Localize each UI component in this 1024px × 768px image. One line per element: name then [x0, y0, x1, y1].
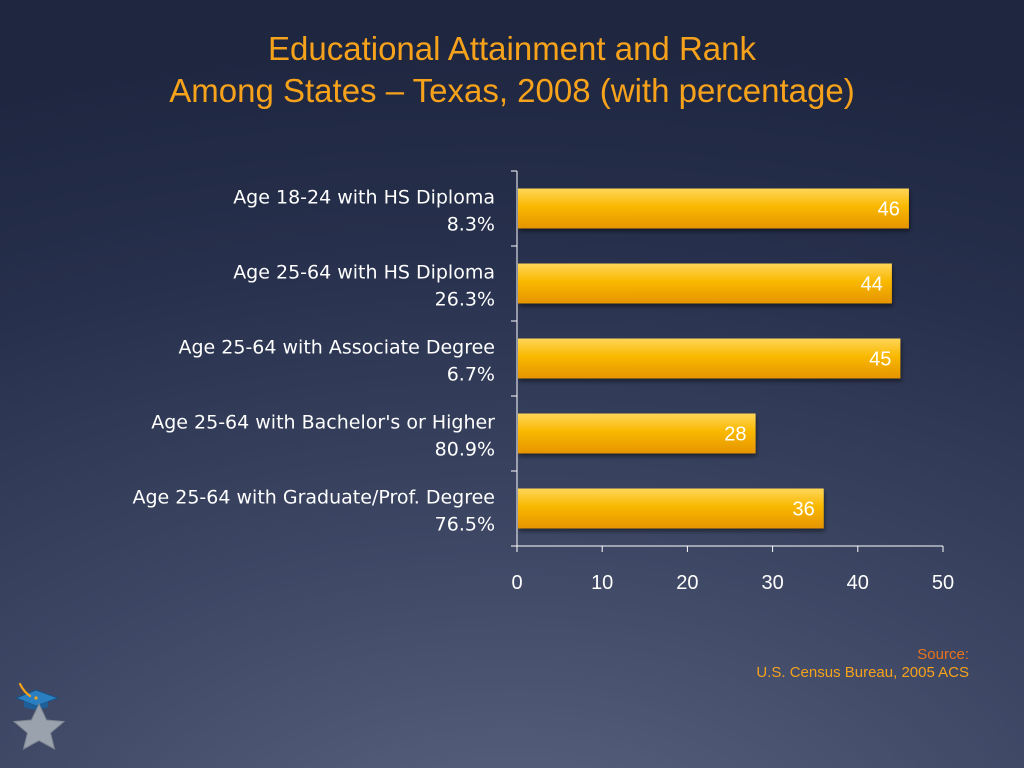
data-label-1: 46 — [878, 199, 900, 221]
chart-title-line-2: Among States – Texas, 2008 (with percent… — [169, 72, 855, 109]
category-label-3: Age 25-64 with Associate Degree — [178, 337, 495, 359]
bar-highlight-5 — [518, 489, 823, 493]
bar-highlight-4 — [518, 414, 755, 418]
bar-5 — [518, 488, 824, 529]
data-label-3: 45 — [869, 349, 891, 371]
category-sublabel-4: 80.9% — [435, 439, 495, 461]
source-text: U.S. Census Bureau, 2005 ACS — [756, 664, 969, 681]
logo — [12, 682, 66, 750]
bar-1 — [518, 188, 909, 229]
data-label-2: 44 — [861, 274, 883, 296]
data-label-5: 36 — [792, 499, 814, 521]
bar-2 — [518, 263, 892, 304]
source-note: Source: U.S. Census Bureau, 2005 ACS — [756, 646, 969, 682]
x-tick-label-30: 30 — [761, 572, 783, 594]
category-label-1: Age 18-24 with HS Diploma — [233, 187, 495, 209]
x-tick-label-40: 40 — [847, 572, 869, 594]
x-tick-label-0: 0 — [511, 572, 522, 594]
data-label-4: 28 — [724, 424, 746, 446]
chart-title: Educational Attainment and Rank Among St… — [0, 28, 1024, 112]
x-tick-label-20: 20 — [676, 572, 698, 594]
category-sublabel-3: 6.7% — [447, 364, 495, 386]
category-sublabel-5: 76.5% — [435, 514, 495, 536]
x-tick-label-50: 50 — [932, 572, 954, 594]
x-tick-label-10: 10 — [591, 572, 613, 594]
star-icon — [12, 702, 66, 750]
category-sublabel-2: 26.3% — [435, 289, 495, 311]
axes-group — [511, 170, 944, 552]
category-label-5: Age 25-64 with Graduate/Prof. Degree — [132, 487, 495, 509]
bar-3 — [518, 338, 901, 379]
category-label-2: Age 25-64 with HS Diploma — [233, 262, 495, 284]
bar-highlight-3 — [518, 339, 900, 343]
graduation-cap-icon — [14, 682, 60, 710]
labels-group: 46 Age 18-24 with HS Diploma 8.3% 44 Age 25-… — [132, 187, 954, 595]
category-label-4: Age 25-64 with Bachelor's or Higher — [151, 412, 495, 434]
source-label: Source: — [917, 646, 969, 663]
category-sublabel-1: 8.3% — [447, 214, 495, 236]
bar-highlight-2 — [518, 264, 891, 268]
bars-group — [518, 188, 909, 529]
chart-title-line-1: Educational Attainment and Rank — [268, 30, 756, 67]
bar-highlight-1 — [518, 189, 908, 193]
bar-4 — [518, 413, 756, 454]
